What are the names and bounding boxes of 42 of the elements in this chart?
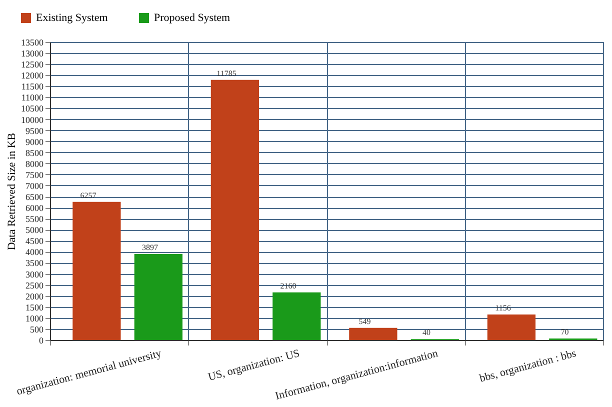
bar: [210, 80, 260, 340]
y-axis-title: Data Retrieved Size in KB: [6, 132, 18, 250]
y-tick-label: 13500: [21, 38, 44, 48]
y-tick-label: 10500: [21, 104, 44, 114]
y-tick-label: 10000: [21, 114, 44, 125]
y-tick-label: 11500: [21, 82, 44, 92]
bar: [272, 292, 321, 340]
y-tick-label: 1500: [26, 302, 44, 312]
bar: [134, 254, 182, 340]
data-label: 70: [560, 327, 569, 336]
legend-label: Proposed System: [154, 12, 231, 24]
y-tick-label: 12500: [21, 60, 44, 70]
y-tick-label: 12000: [21, 70, 44, 81]
bar: [72, 202, 121, 340]
y-tick-label: 8500: [26, 148, 44, 158]
data-label: 3897: [142, 242, 158, 252]
bar: [487, 314, 536, 340]
y-tick-label: 2500: [26, 280, 44, 290]
y-tick-label: 1000: [26, 313, 44, 324]
data-label: 549: [358, 316, 371, 326]
data-label: 40: [422, 328, 430, 338]
bar: [349, 328, 398, 340]
y-tick-label: 11000: [21, 92, 44, 103]
y-tick-label: 9500: [26, 126, 44, 136]
y-tick-label: 3500: [26, 258, 44, 268]
y-tick-label: 2000: [26, 291, 44, 302]
y-tick-label: 6500: [26, 192, 44, 202]
y-tick-label: 5500: [26, 214, 44, 224]
y-tick-label: 8000: [26, 158, 44, 169]
y-tick-label: 3000: [26, 269, 44, 280]
x-tick-label: bbs, organization : bbs: [478, 348, 578, 385]
y-tick-label: 4500: [26, 236, 44, 246]
legend-label: Existing System: [36, 12, 108, 24]
y-tick-label: 6000: [26, 203, 44, 214]
y-tick-label: 0: [39, 336, 44, 346]
y-tick-label: 7500: [26, 170, 44, 180]
y-tick-label: 4000: [26, 247, 44, 258]
y-tick-label: 9000: [26, 136, 44, 147]
y-tick-label: 500: [30, 324, 44, 334]
y-tick-label: 7000: [26, 180, 44, 191]
y-tick-label: 5000: [26, 225, 44, 236]
y-tick-label: 13000: [21, 48, 44, 59]
